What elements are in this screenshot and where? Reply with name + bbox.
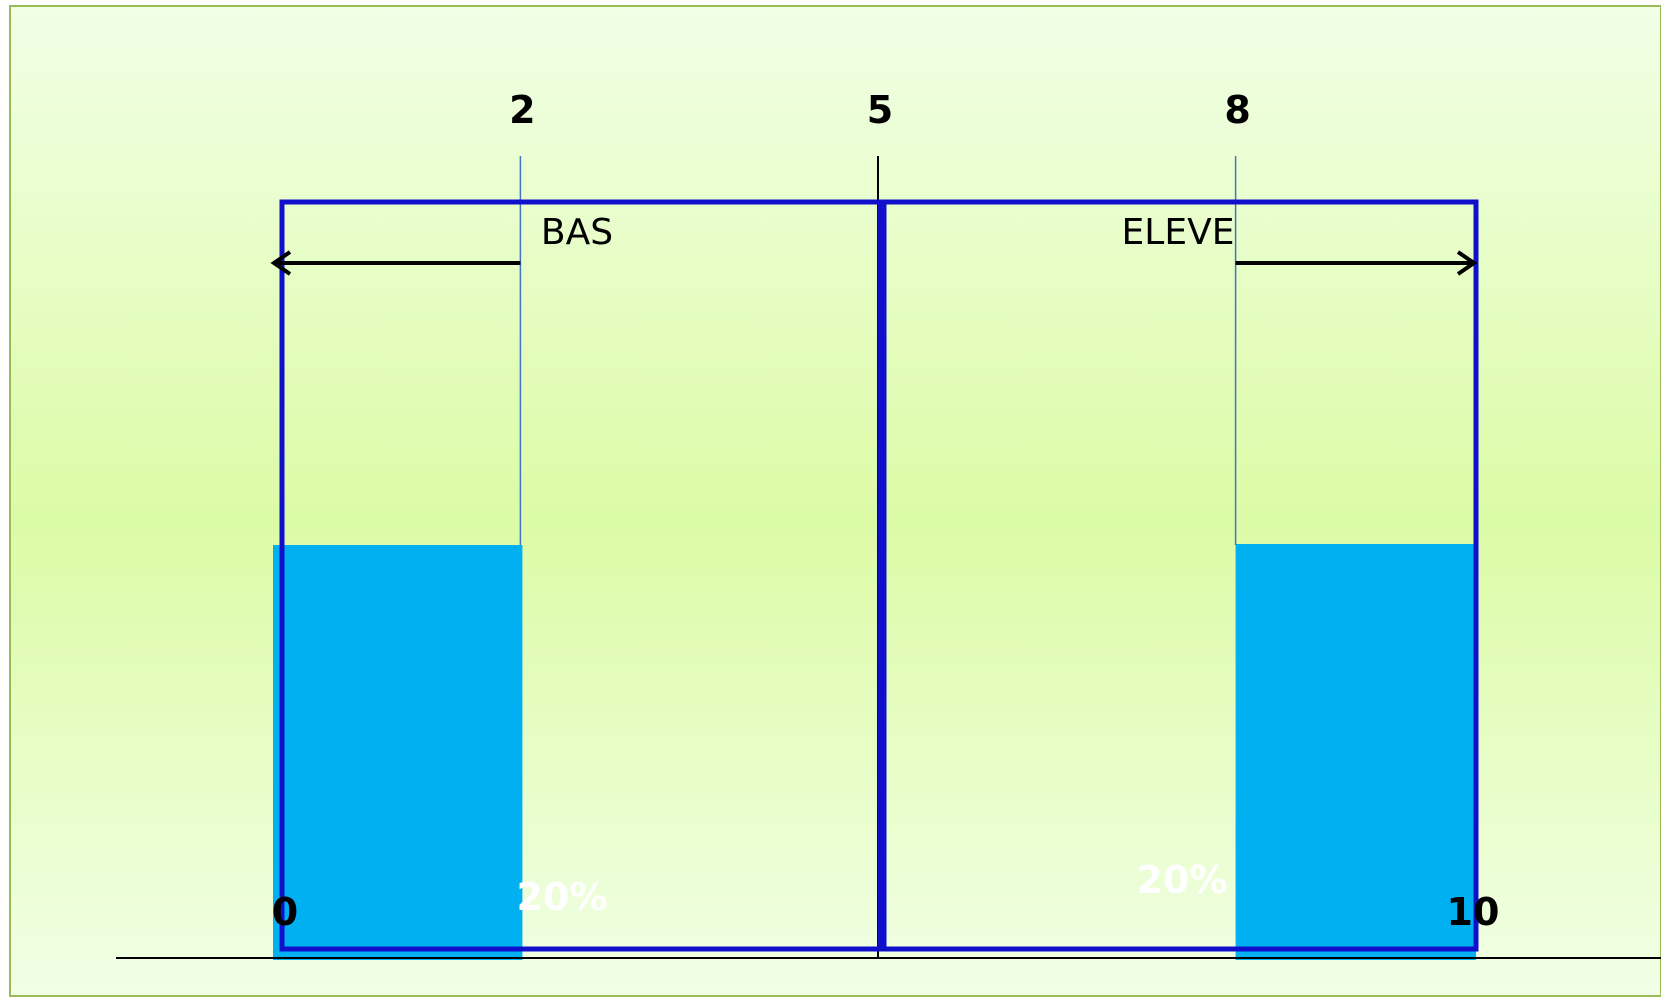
tick-label-10: 10 bbox=[1447, 890, 1500, 934]
tick-label-2: 2 bbox=[509, 88, 535, 132]
tick-label-5: 5 bbox=[867, 88, 893, 132]
arrow-right-icon bbox=[1456, 250, 1478, 276]
frame-left bbox=[279, 199, 883, 952]
fill-bar-bas bbox=[273, 545, 523, 960]
fill-bar-eleve bbox=[1235, 544, 1476, 960]
percent-label-bas: 20% bbox=[517, 875, 608, 919]
arrow-left-icon bbox=[270, 250, 292, 276]
percent-label-eleve: 20% bbox=[1137, 858, 1228, 902]
tick-label-8: 8 bbox=[1224, 88, 1250, 132]
zone-label-bas: BAS bbox=[541, 212, 613, 253]
frame-right bbox=[881, 199, 1479, 952]
zone-label-eleve: ELEVE bbox=[1122, 212, 1235, 253]
tick-label-0: 0 bbox=[272, 890, 298, 934]
